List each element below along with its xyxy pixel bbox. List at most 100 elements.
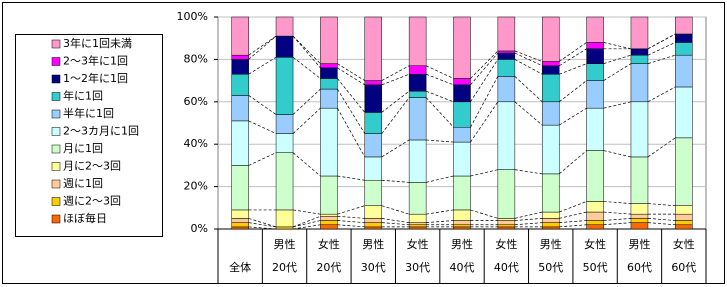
bar-segment xyxy=(586,16,604,43)
x-tick-label: 20代 xyxy=(316,261,341,274)
legend-swatch xyxy=(51,197,61,206)
legend-swatch xyxy=(51,39,61,49)
bar-segment xyxy=(630,101,649,158)
bar-segment xyxy=(364,156,383,181)
legend-swatch xyxy=(51,127,61,136)
bar-segment xyxy=(408,222,427,226)
bar-segment xyxy=(408,139,427,183)
bar-segment xyxy=(497,220,516,226)
bar-segment xyxy=(231,120,249,166)
bar-segment xyxy=(231,209,249,219)
series-line xyxy=(381,139,410,158)
x-tick-label: 60代 xyxy=(627,261,652,274)
series-line xyxy=(603,218,631,221)
bar-segment xyxy=(320,63,338,69)
series-line xyxy=(514,222,543,226)
series-line xyxy=(337,67,365,86)
bar-segment xyxy=(320,175,338,215)
bar-segment xyxy=(675,220,693,226)
series-line xyxy=(248,226,277,230)
series-line xyxy=(514,101,543,126)
bar-segment xyxy=(320,220,338,226)
series-line xyxy=(337,88,366,134)
bar-segment xyxy=(675,86,693,139)
x-tick-label: 女性 xyxy=(407,237,429,251)
bar-segment xyxy=(497,16,516,52)
legend-label: 2～3年に1回 xyxy=(63,54,128,68)
bar-segment xyxy=(408,90,427,98)
bar-segment xyxy=(586,220,604,226)
bar-segment xyxy=(364,16,383,81)
bar-segment xyxy=(497,226,516,230)
bar-segment xyxy=(586,42,604,50)
series-line xyxy=(292,107,321,134)
series-line xyxy=(647,137,676,158)
bar-segment xyxy=(231,73,249,96)
series-line xyxy=(647,42,676,56)
series-line xyxy=(559,42,587,62)
series-line xyxy=(292,35,321,69)
series-line xyxy=(559,80,587,103)
bar-segment xyxy=(364,112,383,134)
bar-segment xyxy=(497,224,516,228)
bar-segment xyxy=(497,52,516,60)
bar-segment xyxy=(541,65,560,75)
bar-segment xyxy=(320,213,338,217)
bar-segment xyxy=(275,114,294,134)
x-tick-label: 男性 xyxy=(451,237,473,251)
legend-label: 3年に1回未満 xyxy=(63,36,132,50)
bar-segment xyxy=(320,216,338,221)
bar-segment xyxy=(408,213,427,223)
legend-label: 1～2年に1回 xyxy=(63,71,128,85)
series-line xyxy=(470,50,499,79)
y-tick-label: 100% xyxy=(177,10,208,23)
bar-segment xyxy=(675,42,693,56)
series-line xyxy=(425,65,454,79)
legend-label: 週に2～3回 xyxy=(63,195,121,208)
bar-segment xyxy=(453,220,471,226)
x-tick-label: 60代 xyxy=(671,261,696,274)
bar-segment xyxy=(630,63,649,103)
bar-segment xyxy=(364,226,383,230)
series-line xyxy=(470,101,499,143)
bar-segment xyxy=(675,224,693,230)
series-line xyxy=(559,48,587,67)
series-line xyxy=(292,152,321,177)
series-line xyxy=(337,78,366,113)
x-tick-label: 女性 xyxy=(584,237,606,251)
bar-segment xyxy=(320,78,338,90)
series-line xyxy=(248,35,277,60)
x-tick-label: 男性 xyxy=(274,237,296,251)
series-line xyxy=(603,201,631,204)
series-line xyxy=(470,52,499,86)
bar-segment xyxy=(453,226,471,230)
bar-segment xyxy=(231,59,249,75)
series-line xyxy=(248,35,277,56)
bar-segment xyxy=(364,205,383,219)
bar-segment xyxy=(541,124,560,175)
bar-segment xyxy=(541,73,560,103)
series-line xyxy=(337,220,365,223)
legend-label: ほぼ毎日 xyxy=(63,212,107,225)
series-line xyxy=(603,63,632,81)
legend-swatch xyxy=(51,109,61,119)
legend-swatch xyxy=(51,74,61,84)
bar-segment xyxy=(408,182,427,215)
bar-segment xyxy=(364,133,383,158)
bar-segment xyxy=(453,175,471,211)
bar-segment xyxy=(408,73,427,92)
bar-segment xyxy=(364,84,383,113)
series-line xyxy=(559,107,587,126)
bar-segment xyxy=(231,54,249,60)
bar-segment xyxy=(453,78,471,86)
series-line xyxy=(647,86,676,103)
series-line xyxy=(603,211,631,215)
bar-segment xyxy=(364,179,383,206)
bar-segment xyxy=(275,16,294,37)
series-line xyxy=(647,222,676,226)
x-tick-label: 女性 xyxy=(495,237,517,251)
bar-segment xyxy=(453,84,471,103)
bar-segment xyxy=(541,16,560,62)
x-tick-label: 30代 xyxy=(405,261,430,274)
